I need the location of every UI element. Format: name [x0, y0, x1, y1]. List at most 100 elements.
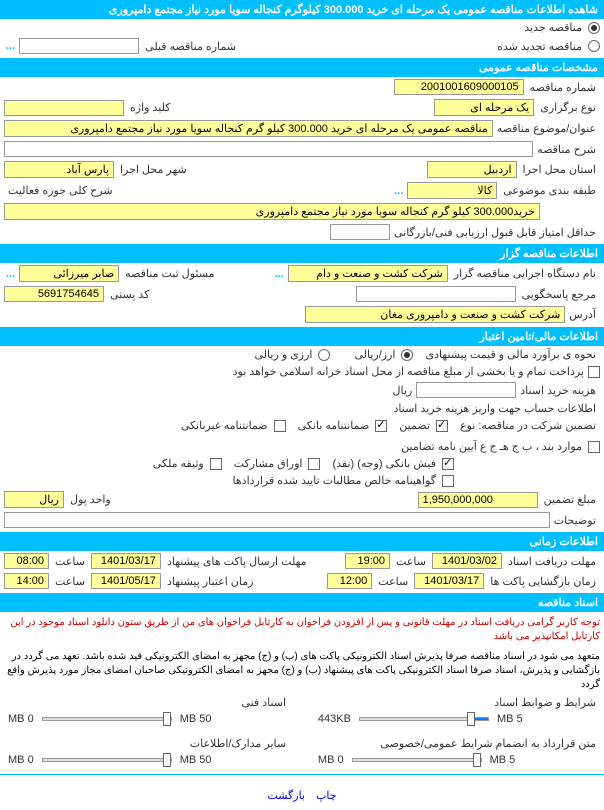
desc-field — [4, 141, 533, 157]
section-general-header: مشخصات مناقصه عمومی — [0, 58, 604, 77]
g7-label: وثیقه ملکی — [149, 457, 208, 470]
org-field: شرکت کشت و صنعت و دام — [288, 265, 448, 282]
g3-label: ضمانتنامه غیربانکی — [177, 419, 272, 432]
checkbox-g2[interactable] — [375, 420, 387, 432]
checkbox-g8[interactable] — [442, 475, 454, 487]
reg-person-field: صابر میرزائی — [19, 265, 119, 282]
guarantee-amt-field: 1,950,000,000 — [418, 492, 538, 508]
guarantee-type-label: تضمین شرکت در مناقصه: نوع — [456, 419, 600, 432]
currency-label: ریال — [388, 384, 416, 397]
address-field: شرکت کشت و صنعت و دامپروری مغان — [305, 306, 565, 323]
checkbox-g3[interactable] — [274, 420, 286, 432]
section-docs-header: اسناد مناقصه — [0, 593, 604, 612]
contract-label: متن قرارداد به انضمام شرایط عمومی/خصوصی — [376, 737, 600, 750]
keyword-field — [4, 100, 124, 116]
payment-note-label: پرداخت تمام و یا بخشی از مبلغ مناقصه از … — [229, 365, 588, 378]
account-label: اطلاعات حساب جهت واریز هزینه خرید اسناد — [390, 402, 600, 415]
other-max: 50 MB — [176, 754, 216, 766]
guarantee-amt-label: مبلغ تضمین — [540, 493, 600, 506]
receive-time-field: 19:00 — [345, 553, 390, 569]
checkbox-g1[interactable] — [436, 420, 448, 432]
min-score-label: حداقل امتیاز قابل قبول ارزیابی فنی/بازرگ… — [390, 226, 600, 239]
print-link[interactable]: چاپ — [312, 790, 341, 802]
valid-label: زمان اعتبار پیشنهاد — [163, 575, 258, 588]
min-score-field — [330, 224, 390, 240]
checkbox-g5[interactable] — [442, 458, 454, 470]
contract-max: 5 MB — [486, 754, 520, 766]
desc-label: شرح مناقصه — [533, 143, 600, 156]
radio-dot-icon — [318, 349, 330, 361]
buy-cost-label: هزینه خرید اسناد — [516, 384, 600, 397]
checkbox-g4[interactable] — [588, 441, 600, 453]
checkbox-g7[interactable] — [210, 458, 222, 470]
g2-label: ضمانتنامه بانکی — [294, 419, 374, 432]
open-date-field: 1401/03/17 — [414, 573, 484, 589]
time-label: ساعت — [51, 575, 89, 588]
postal-field: 5691754645 — [4, 286, 104, 302]
province-field: اردبیل — [427, 161, 517, 178]
unit-label: واحد پول — [66, 493, 115, 506]
radio-label: مناقصه جدید — [520, 21, 586, 34]
checkbox-g6[interactable] — [308, 458, 320, 470]
terms-max: 5 MB — [493, 713, 527, 725]
receive-date-field: 1401/03/02 — [432, 553, 502, 569]
note2-text: متعهد می شود در اسناد مناقصه صرفا پذیرش … — [4, 650, 600, 692]
notes-label: توضیحات — [550, 514, 600, 527]
buy-cost-field — [416, 382, 516, 398]
keyword-label: کلید واژه — [126, 101, 174, 114]
open-label: زمان بازگشایی پاکت ها — [486, 575, 600, 588]
tech-size: 0 MB — [4, 713, 38, 725]
estimate-label: نحوه ی برآورد مالی و قیمت پیشنهادی — [421, 348, 600, 361]
prev-number-label: شماره مناقصه قبلی — [141, 40, 240, 53]
other-label: سایر مدارک/اطلاعات — [186, 737, 290, 750]
prev-number-field — [19, 38, 139, 54]
radio-currency-rial[interactable]: ارز/ریالی — [350, 348, 413, 361]
subject-label: عنوان/موضوع مناقصه — [493, 122, 600, 135]
g1-label: تضمین — [395, 419, 434, 432]
g6-label: اوراق مشارکت — [230, 457, 307, 470]
lookup-icon[interactable]: ... — [4, 268, 17, 280]
radio-label: مناقصه تجدید شده — [493, 40, 586, 53]
section-financial-header: اطلاعات مالی/تامین اعتبار — [0, 327, 604, 346]
lookup-icon[interactable]: ... — [392, 185, 405, 197]
send-label: مهلت ارسال پاکت های پیشنهاد — [163, 555, 311, 568]
ref-label: مرجع پاسخگویی — [518, 288, 600, 301]
ref-field — [356, 286, 516, 302]
back-link[interactable]: بازگشت — [263, 790, 309, 802]
send-time-field: 08:00 — [4, 553, 49, 569]
send-date-field: 1401/03/17 — [91, 553, 161, 569]
time-label: ساعت — [392, 555, 430, 568]
lookup-icon[interactable]: ... — [4, 40, 17, 52]
radio-currency-both[interactable]: ارزی و ریالی — [251, 348, 331, 361]
lookup-icon[interactable]: ... — [273, 268, 286, 280]
activity-label: شرح کلی حوزه فعالیت — [4, 184, 117, 197]
city-label: شهر محل اجرا — [116, 163, 191, 176]
number-label: شماره مناقصه — [526, 81, 600, 94]
unit-field: ریال — [4, 491, 64, 508]
warning-text: توجه کاربر گرامی دریافت اسناد در مهلت قا… — [0, 612, 604, 648]
divider — [0, 774, 604, 775]
tender-number-field: 2001001609000105 — [394, 79, 524, 95]
radio-label: ارزی و ریالی — [251, 348, 317, 361]
open-time-field: 12:00 — [327, 573, 372, 589]
notes-field — [4, 512, 550, 528]
checkbox-treasury[interactable] — [588, 366, 600, 378]
time-label: ساعت — [374, 575, 412, 588]
g8-label: گواهینامه خالص مطالبات تایید شده قرارداد… — [229, 474, 440, 487]
time-label: ساعت — [51, 555, 89, 568]
contract-size: 0 MB — [314, 754, 348, 766]
g4-label: موارد بند ، ب ج هـ ج ع آیین نامه تضامین — [397, 440, 586, 453]
postal-label: کد پستی — [106, 288, 153, 301]
radio-renewed-tender[interactable]: مناقصه تجدید شده — [493, 40, 600, 53]
type-label: نوع برگزاری — [536, 101, 600, 114]
g5-label: فیش بانکی (وجه) (نقد) — [328, 457, 440, 470]
contract-slider: 5 MB 0 MB — [314, 754, 600, 766]
terms-size: 443KB — [314, 713, 355, 725]
class-label: طبقه بندی موضوعی — [499, 184, 600, 197]
subject-field: مناقصه عمومی یک مرحله ای خرید 300.000 کی… — [4, 120, 493, 137]
terms-slider: 5 MB 443KB — [314, 713, 600, 725]
radio-new-tender[interactable]: مناقصه جدید — [520, 21, 600, 34]
page-title-bar: شاهده اطلاعات مناقصه عمومی یک مرحله ای خ… — [0, 0, 604, 19]
valid-time-field: 14:00 — [4, 573, 49, 589]
reg-person-label: مسئول ثبت مناقصه — [121, 267, 218, 280]
